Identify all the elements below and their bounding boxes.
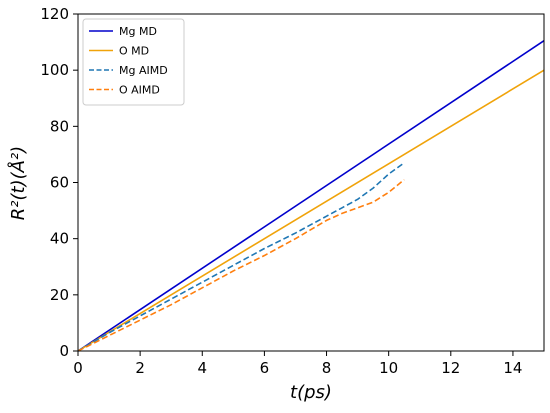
x-axis-label: t(ps) — [290, 382, 332, 403]
legend: Mg MD O MD Mg AIMD O AIMD — [82, 18, 185, 106]
series-line-mg-aimd — [77, 162, 405, 352]
y-axis-label: R²(t)(Å²) — [7, 146, 29, 220]
x-tick-label: 0 — [73, 359, 83, 377]
series-line-mg-md — [77, 40, 545, 352]
x-tick-label: 6 — [260, 359, 270, 377]
y-tick-label: 100 — [40, 61, 69, 79]
legend-label: Mg MD — [119, 25, 157, 38]
y-tick-label: 60 — [50, 174, 69, 192]
x-tick-label: 10 — [379, 359, 398, 377]
y-tick-label: 120 — [40, 5, 69, 23]
y-tick-label: 40 — [50, 230, 69, 248]
x-tick-label: 2 — [135, 359, 145, 377]
x-tick-label: 14 — [503, 359, 522, 377]
legend-label: O MD — [119, 45, 149, 58]
legend-label: Mg AIMD — [119, 64, 168, 77]
y-tick-label: 20 — [50, 286, 69, 304]
y-tick-label: 80 — [50, 117, 69, 135]
series-line-o-md — [77, 69, 545, 352]
series-line-o-aimd — [77, 179, 405, 352]
x-tick-label: 8 — [322, 359, 332, 377]
x-tick-label: 12 — [441, 359, 460, 377]
axes: 0 2 4 6 8 10 12 14 0 20 40 60 80 100 120 — [40, 5, 545, 377]
legend-box — [82, 18, 185, 106]
x-tick-label: 4 — [197, 359, 207, 377]
legend-label: O AIMD — [119, 84, 160, 97]
y-tick-label: 0 — [59, 342, 69, 360]
plot-area — [77, 40, 545, 352]
